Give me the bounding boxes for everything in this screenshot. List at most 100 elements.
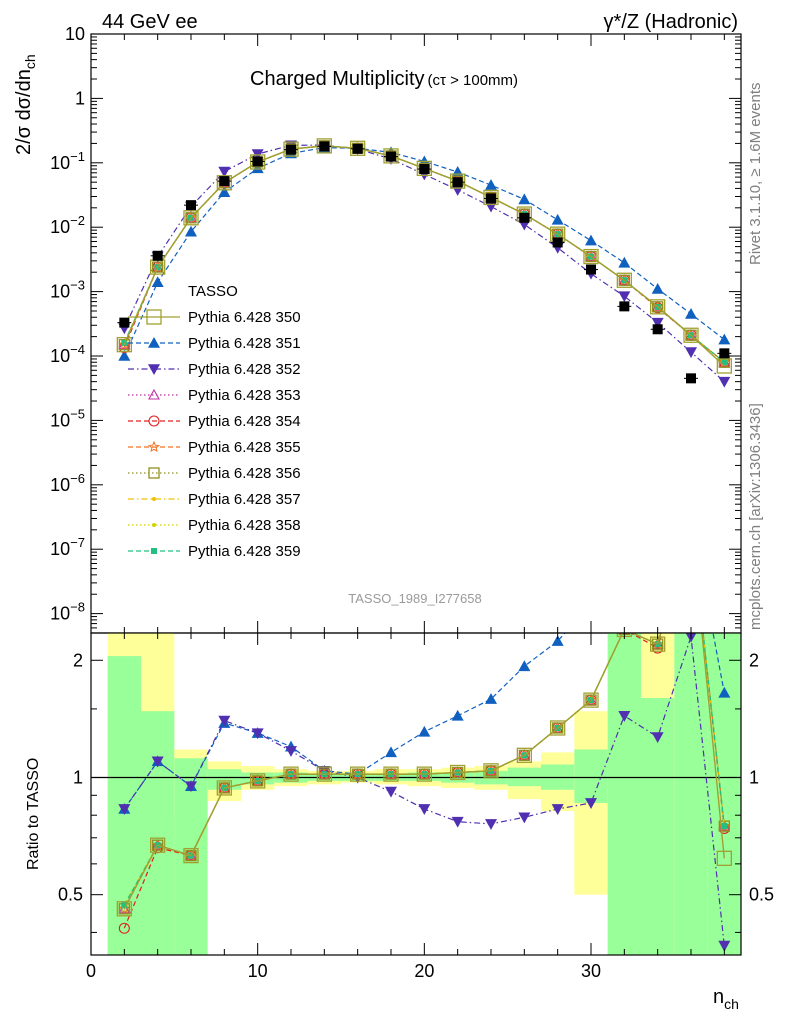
side-label-mcplots: mcplots.cern.ch [arXiv:1306.3436]	[747, 403, 764, 630]
ratio-marker-p351	[485, 693, 497, 704]
y-axis-label-main-text: 2/σ dσ/dn	[13, 69, 35, 155]
main-series-group	[116, 138, 732, 388]
y-tick-label: 10−2	[50, 213, 85, 237]
marker-p351	[551, 213, 564, 225]
ratio-marker-p350	[583, 692, 599, 708]
ratio-marker-p352	[218, 715, 231, 727]
legend-label: Pythia 6.428 350	[188, 309, 301, 326]
ratio-marker-p351	[618, 560, 630, 571]
ratio-marker-p352	[418, 804, 431, 815]
ratio-marker-p359	[688, 520, 694, 526]
ratio-marker-p351	[551, 635, 564, 646]
ratio-marker-p356	[652, 638, 664, 650]
ratio-marker-p353	[686, 518, 696, 527]
ratio-marker-p350	[316, 766, 332, 782]
y-tick-label: 10−7	[50, 535, 85, 559]
green-band-bin	[607, 633, 641, 955]
y-tick-label: 10−8	[50, 600, 85, 624]
ratio-marker-p356	[552, 722, 564, 734]
header-left: 44 GeV ee	[102, 11, 198, 33]
ratio-marker-p350	[250, 773, 266, 789]
ratio-marker-p352	[518, 812, 531, 824]
data-point	[486, 193, 496, 204]
data-point	[519, 212, 530, 223]
ratio-marker-p356	[218, 782, 230, 794]
data-point	[619, 301, 630, 312]
ratio-tick-label-right: 0.5	[749, 885, 774, 905]
ratio-series-group	[116, 516, 732, 952]
ratio-tick-label: 1	[73, 767, 83, 787]
ratio-marker-p356	[686, 518, 696, 528]
marker-p350	[450, 173, 466, 189]
green-band-bin	[707, 633, 741, 955]
x-tick-label: 20	[414, 961, 434, 981]
ratio-marker-p350	[383, 766, 399, 782]
data-point	[686, 373, 696, 384]
legend-label: Pythia 6.428 352	[188, 361, 301, 378]
plot-title-main: Charged Multiplicity	[250, 68, 425, 90]
ratio-marker-p358	[689, 521, 693, 525]
marker-p351	[185, 225, 197, 237]
ratio-marker-p352	[485, 819, 497, 830]
ratio-marker-p355	[118, 902, 131, 914]
legend-label: Pythia 6.428 355	[188, 439, 301, 456]
ratio-marker-p352	[451, 816, 464, 828]
ratio-marker-p350	[450, 764, 466, 781]
ratio-marker-p352	[551, 804, 564, 815]
legend-marker-p358	[152, 523, 156, 527]
ratio-marker-p359	[721, 823, 728, 830]
ratio-marker-p350	[516, 747, 532, 763]
ratio-marker-p356	[152, 839, 164, 851]
marker-p350	[250, 154, 266, 170]
y-tick-label: 10	[65, 24, 85, 44]
data-point	[286, 144, 296, 155]
marker-p356	[185, 212, 197, 224]
marker-p350	[583, 248, 599, 265]
ratio-marker-p350	[216, 780, 232, 796]
marker-p352	[718, 376, 731, 388]
marker-p350	[116, 337, 132, 353]
legend-label: Pythia 6.428 354	[188, 413, 301, 430]
marker-p351	[718, 333, 731, 345]
ratio-tick-label: 0.5	[58, 885, 83, 905]
green-band-bin	[674, 633, 708, 955]
ratio-marker-p356	[252, 775, 264, 787]
main-y-ticks: 10 1 10−1 10−2 10−3 10−4 10−5 10−6 10−7 10−8	[50, 24, 741, 634]
marker-p356	[585, 250, 597, 263]
green-band-bin	[141, 711, 175, 955]
ratio-marker-p350	[684, 516, 698, 530]
legend-marker-p355	[147, 440, 161, 453]
ratio-marker-p355	[686, 518, 696, 527]
y-tick-label: 1	[75, 88, 85, 108]
legend-marker-p350	[146, 309, 162, 325]
ratio-marker-p350	[183, 847, 199, 864]
marker-p356	[152, 261, 164, 273]
ratio-marker-p353	[118, 902, 131, 914]
data-point	[719, 348, 730, 359]
marker-p351	[618, 256, 631, 268]
side-label-rivet: Rivet 3.1.10, ≥ 1.6M events	[747, 83, 764, 266]
marker-p350	[383, 148, 399, 164]
y-tick-label: 10−4	[50, 342, 85, 366]
marker-p350	[283, 141, 299, 157]
plot-title: Charged Multiplicity (cτ > 100mm)	[250, 68, 518, 90]
main-panel: 10 1 10−1 10−2 10−3 10−4 10−5 10−6 10−7 10−8	[50, 24, 742, 634]
data-point	[119, 317, 130, 328]
ratio-marker-p352	[718, 940, 731, 952]
ratio-line-p350	[123, 633, 725, 910]
data-point	[386, 151, 396, 162]
marker-p350	[616, 272, 632, 288]
ratio-marker-p352	[618, 711, 631, 722]
ratio-marker-p351	[385, 746, 397, 758]
marker-p359	[721, 359, 728, 366]
y-axis-label-ratio: Ratio to TASSO	[25, 758, 42, 870]
ratio-marker-p352	[151, 756, 164, 768]
x-tick-label: 0	[86, 961, 96, 981]
ratio-marker-p356	[585, 694, 597, 706]
ratio-marker-p351	[652, 525, 664, 536]
green-band-bin	[207, 769, 241, 790]
legend-marker-p359	[151, 548, 157, 554]
ratio-marker-p350	[350, 766, 366, 782]
x-ticks: 0 10 20 30	[86, 34, 725, 981]
marker-p350	[416, 160, 432, 177]
